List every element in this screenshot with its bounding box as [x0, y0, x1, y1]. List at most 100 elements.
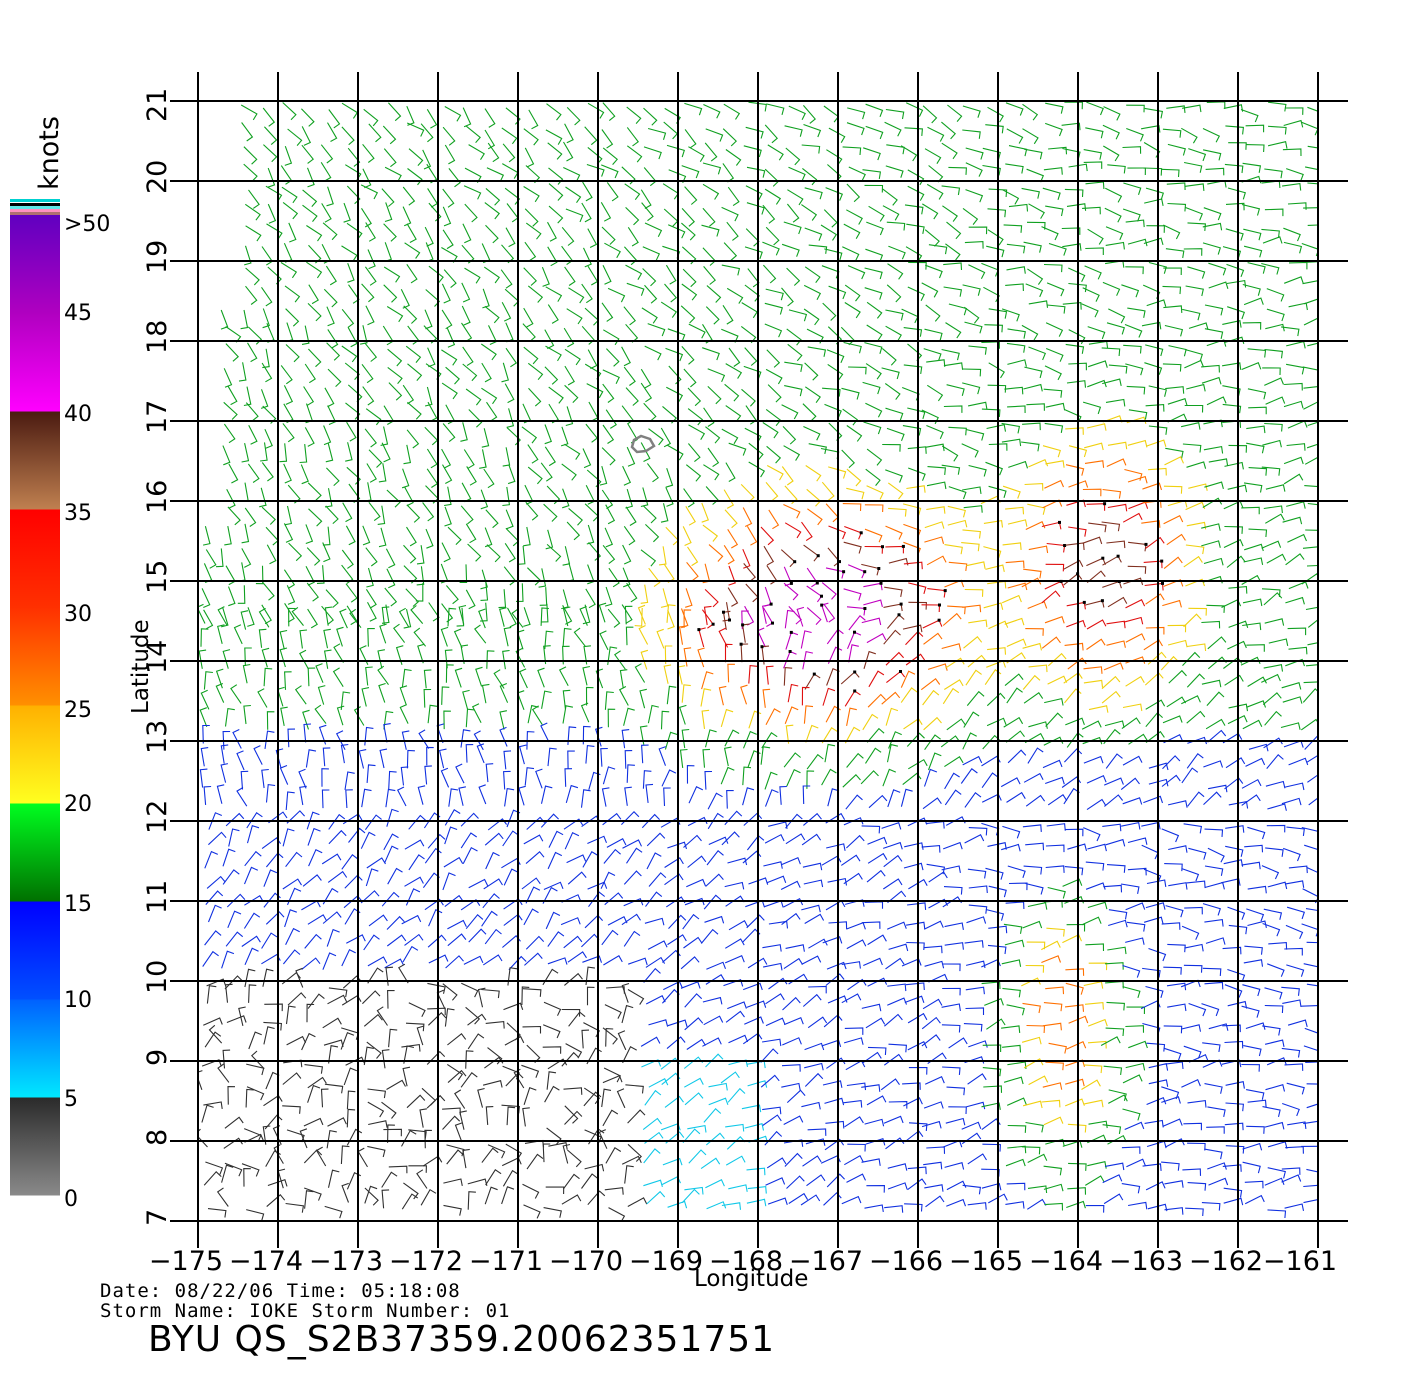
wind-barb: [1202, 222, 1223, 231]
wind-barb: [888, 943, 909, 952]
wind-barb: [1183, 1122, 1202, 1131]
wind-barb: [346, 185, 361, 205]
wind-barb: [724, 810, 743, 826]
wind-barb: [866, 633, 887, 644]
wind-barb: [1204, 1083, 1223, 1094]
wind-barb: [1266, 754, 1284, 769]
wind-barb: [447, 919, 467, 930]
wind-barb: [881, 347, 897, 366]
wind-barb: [1121, 717, 1141, 730]
wind-barb: [467, 543, 482, 562]
wind-barb: [924, 734, 941, 751]
wind-barb: [1121, 284, 1140, 298]
wind-barb: [299, 444, 308, 464]
wind-barb: [1027, 902, 1048, 910]
wind-barb: [427, 982, 446, 994]
wind-barb: [383, 723, 391, 743]
wind-barb: [1002, 987, 1021, 998]
wind-barb: [464, 203, 478, 223]
wind-barb: [1145, 344, 1164, 357]
wind-barb: [1008, 460, 1029, 469]
wind-barb: [398, 963, 409, 984]
wind-barb: [1226, 263, 1245, 277]
wind-barb: [1022, 1100, 1043, 1109]
wind-barb: [865, 747, 882, 764]
wind-barb: [1023, 383, 1043, 392]
wind-barb: [456, 607, 465, 627]
wind-barb: [640, 549, 657, 567]
wind-barb: [1025, 283, 1044, 298]
wind-barb: [261, 581, 275, 601]
wind-barb: [405, 888, 421, 906]
wind-barb: [241, 523, 250, 544]
wind-barb: [1101, 675, 1121, 690]
wind-barb: [427, 934, 447, 948]
wind-barb: [966, 690, 985, 706]
wind-barb: [1124, 323, 1143, 338]
wind-barb: [886, 743, 899, 763]
wind-barb: [1001, 308, 1020, 322]
wind-barb: [1025, 964, 1045, 973]
wind-barb: [346, 421, 357, 442]
wind-barb: [766, 349, 781, 368]
wind-barb: [706, 1201, 727, 1210]
wind-barb: [199, 707, 208, 728]
wind-barb: [625, 506, 637, 526]
wind-barb: [806, 770, 815, 789]
wind-barb: [742, 730, 757, 749]
wind-barb: [1265, 484, 1286, 492]
wind-barb: [946, 384, 965, 396]
rain-flag-marker: [816, 554, 820, 558]
wind-barb: [507, 967, 518, 986]
wind-barb: [1243, 228, 1262, 241]
wind-barb: [1185, 501, 1206, 511]
wind-barb: [548, 205, 564, 224]
wind-barb: [599, 630, 609, 651]
wind-barb: [625, 207, 640, 226]
wind-barb: [244, 947, 259, 966]
wind-barb: [887, 890, 907, 904]
wind-barb: [1265, 780, 1286, 789]
wind-barb: [1264, 1039, 1285, 1048]
rain-flag-marker: [853, 630, 856, 634]
wind-barb: [727, 857, 748, 866]
wind-barb: [721, 264, 741, 276]
wind-barb: [1004, 673, 1024, 687]
wind-barb: [485, 1020, 505, 1029]
wind-barb: [1027, 1153, 1048, 1163]
wind-barb: [1123, 182, 1142, 195]
wind-barb: [826, 628, 844, 645]
wind-barb: [1244, 543, 1264, 552]
x-tick-label: −165: [948, 1246, 1024, 1277]
wind-barb: [282, 949, 301, 965]
wind-barb: [1282, 516, 1303, 525]
wind-barb: [379, 623, 387, 644]
wind-barb: [327, 329, 339, 349]
wind-barb: [327, 1169, 340, 1188]
wind-barb: [847, 978, 867, 991]
wind-barb: [623, 246, 638, 266]
wind-barb: [1184, 943, 1204, 952]
wind-barb: [527, 466, 543, 485]
wind-barb: [784, 361, 803, 373]
wind-barb: [605, 409, 617, 429]
wind-barb: [1201, 679, 1222, 688]
wind-barb: [823, 1014, 843, 1028]
wind-barb: [603, 955, 623, 966]
wind-barb: [308, 848, 323, 867]
wind-barb: [886, 921, 907, 930]
wind-barb: [260, 389, 269, 409]
wind-barb: [985, 908, 1005, 921]
wind-barb: [484, 202, 500, 220]
wind-barb: [622, 567, 631, 588]
wind-barb: [904, 842, 924, 850]
wind-barb: [560, 426, 569, 447]
wind-barb: [1181, 1024, 1202, 1032]
wind-barb: [783, 667, 793, 686]
wind-barb: [784, 609, 795, 629]
wind-barb: [643, 967, 661, 983]
wind-barb: [1167, 413, 1188, 423]
wind-barb: [921, 1034, 941, 1047]
wind-barb: [1167, 943, 1186, 953]
wind-barb: [286, 887, 302, 906]
